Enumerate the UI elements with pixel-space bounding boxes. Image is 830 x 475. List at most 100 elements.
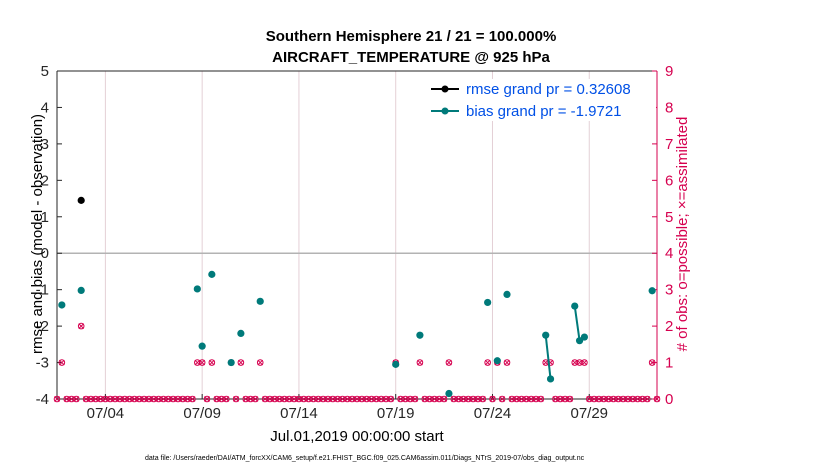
obs-count-marker (426, 395, 433, 403)
obs-assimilated-cross (460, 396, 467, 402)
obs-count-marker (247, 395, 254, 403)
obs-assimilated-cross (368, 396, 375, 402)
obs-assimilated-cross (150, 396, 157, 402)
obs-possible-circle (310, 395, 317, 403)
obs-possible-circle (600, 395, 608, 403)
obs-assimilated-cross (344, 396, 351, 402)
obs-possible-circle (614, 395, 622, 403)
y-right-tick-label: 4 (665, 245, 673, 262)
obs-count-marker (126, 395, 133, 403)
obs-count-marker (634, 395, 641, 403)
obs-count-marker (97, 395, 104, 403)
obs-assimilated-cross (431, 396, 438, 402)
obs-count-marker (523, 395, 530, 403)
obs-possible-circle (344, 395, 351, 403)
y-right-tick-label: 6 (665, 172, 673, 189)
obs-possible-circle (590, 395, 598, 403)
obs-count-marker (402, 395, 409, 403)
obs-possible-circle (566, 395, 574, 403)
x-tick-label: 07/14 (280, 405, 318, 422)
obs-count-marker (237, 359, 245, 366)
obs-count-marker (63, 395, 70, 403)
data-file-path: data file: /Users/raeder/DAI/ATM_forcXX/… (145, 455, 585, 462)
obs-assimilated-cross (242, 396, 249, 402)
obs-count-marker (644, 395, 651, 403)
y-tick-label: -2 (36, 318, 49, 335)
obs-assimilated-cross (586, 396, 593, 402)
obs-assimilated-cross (407, 396, 414, 402)
obs-assimilated-cross (446, 359, 452, 366)
obs-assimilated-cross (291, 396, 297, 402)
obs-assimilated-cross (121, 396, 128, 402)
obs-possible-circle (556, 395, 564, 403)
obs-possible-circle (223, 395, 230, 403)
obs-count-marker (242, 395, 250, 403)
obs-count-marker (590, 395, 598, 403)
obs-count-marker (285, 395, 293, 403)
obs-assimilated-cross (465, 396, 472, 402)
obs-possible-circle (508, 395, 516, 403)
obs-count-marker (131, 395, 138, 403)
plot-area (57, 71, 657, 399)
y-tick-label: -3 (36, 355, 49, 372)
obs-count-marker (179, 395, 187, 403)
obs-count-marker (223, 395, 230, 403)
obs-count-marker (624, 395, 632, 403)
obs-assimilated-cross (107, 396, 114, 402)
obs-assimilated-cross (189, 396, 196, 402)
obs-possible-circle (87, 395, 95, 403)
obs-assimilated-cross (358, 396, 365, 402)
obs-count-marker (421, 395, 429, 403)
obs-possible-circle (73, 395, 80, 403)
obs-possible-circle (644, 395, 651, 403)
obs-count-marker (527, 395, 535, 403)
obs-assimilated-cross (450, 396, 457, 402)
obs-possible-circle (479, 395, 487, 403)
obs-count-marker (513, 395, 520, 403)
obs-possible-circle (435, 395, 443, 403)
obs-assimilated-cross (218, 396, 225, 402)
obs-assimilated-cross (78, 323, 85, 329)
obs-count-marker (532, 395, 540, 403)
obs-assimilated-cross (252, 396, 259, 402)
obs-possible-circle (368, 395, 375, 403)
obs-possible-circle (305, 395, 312, 403)
obs-possible-circle (256, 359, 264, 366)
obs-count-marker (189, 395, 196, 403)
obs-count-marker (469, 395, 477, 403)
obs-possible-circle (281, 395, 288, 403)
obs-count-marker (319, 395, 327, 403)
obs-assimilated-cross (58, 359, 65, 366)
obs-count-marker (194, 359, 201, 366)
obs-possible-circle (261, 395, 269, 403)
obs-count-marker (203, 395, 211, 403)
obs-possible-circle (629, 395, 637, 403)
obs-assimilated-cross (271, 396, 278, 402)
obs-assimilated-cross (644, 396, 651, 402)
legend: rmse grand pr = 0.32608 bias grand pr = … (422, 79, 656, 121)
obs-count-marker (445, 359, 453, 366)
obs-possible-circle (111, 395, 119, 403)
obs-possible-circle (179, 395, 187, 403)
obs-assimilated-cross (538, 396, 544, 402)
obs-assimilated-cross (325, 396, 331, 402)
obs-count-marker (310, 395, 317, 403)
obs-count-marker (314, 395, 322, 403)
obs-possible-circle (194, 359, 201, 366)
obs-possible-circle (552, 395, 559, 403)
obs-possible-circle (431, 395, 438, 403)
y-tick-label: 3 (41, 136, 49, 153)
obs-assimilated-cross (436, 396, 443, 402)
obs-possible-circle (348, 395, 356, 403)
obs-assimilated-cross (92, 396, 99, 402)
x-tick-label: 07/24 (474, 405, 512, 422)
obs-count-marker (498, 395, 506, 403)
obs-count-marker (102, 395, 109, 403)
obs-count-marker (600, 395, 608, 403)
obs-assimilated-cross (504, 359, 510, 366)
y-axis-label: rmse and bias (model - observation) (29, 114, 46, 354)
y-tick-label: 2 (41, 172, 49, 189)
obs-assimilated-cross (117, 396, 123, 402)
obs-assimilated-cross (571, 359, 578, 366)
obs-possible-circle (624, 395, 632, 403)
